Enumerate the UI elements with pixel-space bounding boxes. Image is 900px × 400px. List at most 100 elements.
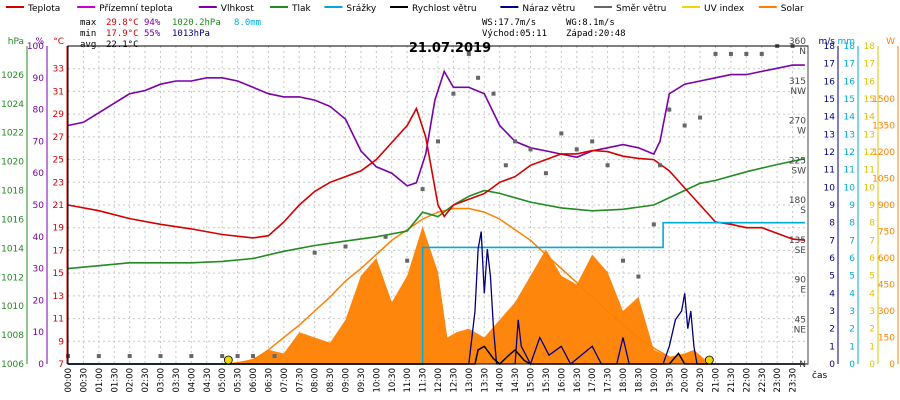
axis-temperature-tick-10: 27 <box>53 133 64 143</box>
x-tick-36: 18:00 <box>619 368 629 393</box>
series-pressure <box>67 157 806 270</box>
axis-uv-tick-0: 0 <box>869 360 875 370</box>
axis-uv-tick-8: 8 <box>869 219 875 229</box>
x-tick-39: 19:30 <box>665 368 675 393</box>
stat-max-temp: 29.8°C <box>106 18 139 28</box>
x-tick-42: 21:00 <box>712 368 722 393</box>
series-wind-speed <box>68 345 805 366</box>
stat-max-press: 1020.2hPa <box>172 18 221 28</box>
axis-temperature-tick-1: 9 <box>58 337 64 347</box>
axis-wind-dir-tick-7-deg: 315 <box>789 77 806 87</box>
stat-max-hum: 94% <box>144 18 161 28</box>
wind-dir-point-32 <box>682 123 687 128</box>
axis-wind-speed-tick-2: 2 <box>829 325 835 335</box>
x-tick-6: 03:00 <box>157 368 167 393</box>
axis-solar-tick-5: 750 <box>878 228 895 238</box>
axis-temperature-tick-3: 13 <box>53 292 64 302</box>
axis-uv-tick-9: 9 <box>869 201 875 211</box>
x-tick-35: 17:30 <box>604 368 614 393</box>
x-tick-15: 07:30 <box>295 368 305 393</box>
x-axis-label: čas <box>812 370 827 381</box>
wind-dir-point-29 <box>651 222 656 227</box>
wind-dir-point-33 <box>698 115 703 120</box>
axis-uv-tick-3: 3 <box>869 307 875 317</box>
x-tick-28: 14:00 <box>496 368 506 393</box>
axis-wind-speed-tick-5: 5 <box>829 272 835 282</box>
axis-wind-speed-tick-16: 16 <box>824 77 836 87</box>
series-temperature <box>67 106 805 241</box>
axis-temperature-tick-2: 11 <box>53 315 64 325</box>
axis-rain-tick-6: 6 <box>849 254 855 264</box>
stat-avg-label: avg <box>80 40 96 50</box>
axis-wind-dir-tick-6: W <box>797 127 806 137</box>
axis-wind-dir-tick-7: NW <box>790 87 806 97</box>
axis-rain-tick-3: 3 <box>849 307 855 317</box>
axis-wind-dir-tick-6-deg: 270 <box>789 117 806 127</box>
x-tick-12: 06:00 <box>249 368 259 393</box>
x-tick-38: 19:00 <box>650 368 660 393</box>
axis-solar-tick-3: 450 <box>878 281 895 291</box>
axis-wind-speed-tick-15: 15 <box>824 95 835 105</box>
axis-wind-speed-tick-18: 18 <box>824 42 836 52</box>
axis-rain-tick-8: 8 <box>849 219 855 229</box>
axis-humidity-tick-3: 30 <box>33 265 45 275</box>
axis-wind-dir-tick-5: SW <box>791 166 806 176</box>
axis-uv-tick-17: 17 <box>864 60 875 70</box>
x-tick-25: 12:30 <box>449 368 459 393</box>
x-tick-29: 14:30 <box>511 368 521 393</box>
stat-ws: WS:17.7m/s <box>482 18 536 28</box>
x-tick-19: 09:30 <box>357 368 367 393</box>
axis-pressure-tick-5: 1016 <box>1 215 24 225</box>
axis-uv-tick-18: 18 <box>864 42 876 52</box>
axis-rain-unit: mm <box>837 37 855 47</box>
axis-wind-dir-tick-8: N <box>799 47 806 57</box>
axis-temperature-tick-7: 21 <box>53 201 64 211</box>
x-tick-24: 12:00 <box>434 368 444 393</box>
wind-dir-point-19 <box>503 163 508 168</box>
axis-pressure-tick-9: 1024 <box>1 100 24 110</box>
wind-dir-point-6 <box>235 354 240 359</box>
wind-dir-point-28 <box>636 274 641 279</box>
axis-humidity-tick-2: 20 <box>33 296 45 306</box>
axis-rain-tick-15: 15 <box>844 95 855 105</box>
axis-uv-tick-4: 4 <box>869 289 875 299</box>
legend-label-4: Srážky <box>346 4 377 14</box>
x-tick-31: 15:30 <box>542 368 552 393</box>
x-tick-32: 16:00 <box>557 368 567 393</box>
axis-humidity-unit: % <box>35 37 44 47</box>
x-tick-1: 00:30 <box>79 368 89 393</box>
axis-uv-tick-13: 13 <box>864 130 875 140</box>
x-tick-2: 01:00 <box>95 368 105 393</box>
chart-legend: Teplota Přízemní teplota Vlhkost Tlak Srážky… <box>6 4 804 14</box>
wind-dir-point-13 <box>420 187 425 192</box>
axis-wind-speed-tick-11: 11 <box>824 166 835 176</box>
axis-temperature-tick-8: 23 <box>53 178 64 188</box>
x-tick-8: 04:00 <box>187 368 197 393</box>
wind-dir-point-22 <box>543 171 548 176</box>
wind-dir-point-7 <box>251 354 255 359</box>
x-tick-27: 13:30 <box>480 368 490 393</box>
axis-wind-speed-tick-9: 9 <box>829 201 835 211</box>
x-tick-37: 18:30 <box>634 368 644 393</box>
legend-label-3: Tlak <box>291 4 312 14</box>
x-tick-41: 20:30 <box>696 368 706 393</box>
x-tick-46: 23:00 <box>773 368 783 393</box>
x-tick-11: 05:30 <box>234 368 244 393</box>
stat-min-hum: 55% <box>144 29 161 39</box>
axis-uv-tick-5: 5 <box>869 272 875 282</box>
axis-wind-speed-unit: m/s <box>819 37 836 47</box>
axis-rain-tick-17: 17 <box>844 60 855 70</box>
axis-temperature-tick-6: 19 <box>53 224 65 234</box>
wind-dir-point-8 <box>272 354 277 359</box>
axis-wind-dir-tick-5-deg: 225 <box>789 156 806 166</box>
x-tick-30: 15:00 <box>527 368 537 393</box>
axis-solar-unit: W <box>886 37 895 47</box>
axis-uv-tick-7: 7 <box>869 236 875 246</box>
x-tick-43: 21:30 <box>727 368 737 393</box>
wind-dir-point-23 <box>559 131 564 136</box>
uv-marker-1 <box>704 355 714 365</box>
axis-wind-dir-tick-4-deg: 180 <box>789 196 806 206</box>
wind-dir-point-24 <box>574 147 579 152</box>
axis-pressure-tick-1: 1008 <box>1 331 24 341</box>
x-tick-20: 10:00 <box>372 368 382 393</box>
